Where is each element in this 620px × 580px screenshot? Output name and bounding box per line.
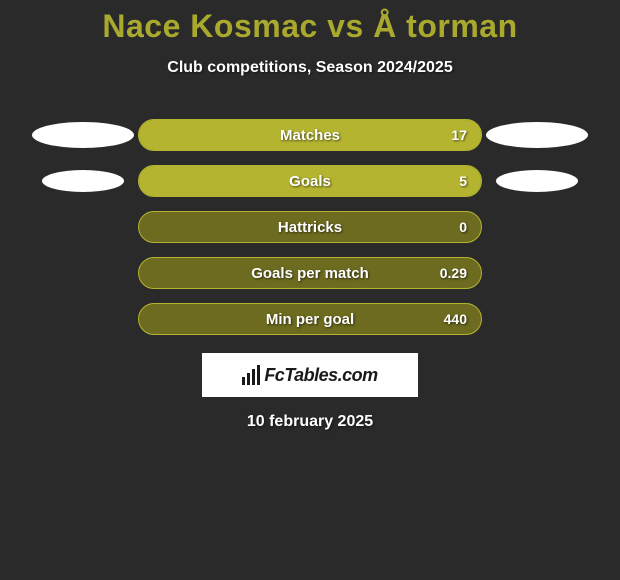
stat-label: Goals per match bbox=[251, 265, 369, 282]
right-badge bbox=[482, 122, 592, 148]
comparison-card: Nace Kosmac vs Å torman Club competition… bbox=[0, 0, 620, 431]
stat-row: Matches 17 bbox=[0, 119, 620, 151]
stat-bar: Hattricks 0 bbox=[138, 211, 482, 243]
brand-box[interactable]: FcTables.com bbox=[202, 353, 418, 397]
stat-row: Goals per match 0.29 bbox=[0, 257, 620, 289]
stat-label: Min per goal bbox=[266, 311, 354, 328]
stat-row: Goals 5 bbox=[0, 165, 620, 197]
stats-area: Matches 17 Goals 5 Hattricks 0 Goals per match… bbox=[0, 119, 620, 335]
left-badge bbox=[28, 170, 138, 192]
stat-label: Goals bbox=[289, 173, 331, 190]
stat-row: Hattricks 0 bbox=[0, 211, 620, 243]
left-badge bbox=[28, 122, 138, 148]
page-title: Nace Kosmac vs Å torman bbox=[0, 8, 620, 45]
ellipse-icon bbox=[496, 170, 578, 192]
ellipse-icon bbox=[486, 122, 588, 148]
date-line: 10 february 2025 bbox=[0, 413, 620, 431]
bar-chart-icon bbox=[242, 365, 260, 385]
stat-bar: Goals per match 0.29 bbox=[138, 257, 482, 289]
stat-value: 17 bbox=[451, 127, 467, 143]
brand-text: FcTables.com bbox=[264, 365, 377, 386]
stat-value: 5 bbox=[459, 173, 467, 189]
ellipse-icon bbox=[42, 170, 124, 192]
stat-value: 0.29 bbox=[440, 265, 467, 281]
stat-value: 440 bbox=[444, 311, 467, 327]
stat-bar: Matches 17 bbox=[138, 119, 482, 151]
stat-label: Matches bbox=[280, 127, 340, 144]
stat-row: Min per goal 440 bbox=[0, 303, 620, 335]
stat-bar: Min per goal 440 bbox=[138, 303, 482, 335]
page-subtitle: Club competitions, Season 2024/2025 bbox=[0, 59, 620, 77]
stat-label: Hattricks bbox=[278, 219, 342, 236]
right-badge bbox=[482, 170, 592, 192]
stat-value: 0 bbox=[459, 219, 467, 235]
stat-bar: Goals 5 bbox=[138, 165, 482, 197]
ellipse-icon bbox=[32, 122, 134, 148]
